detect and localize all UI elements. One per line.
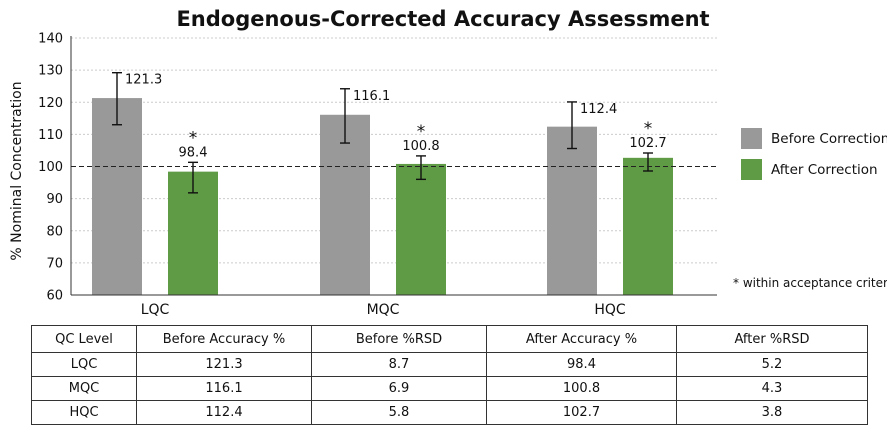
table-cell: 5.2 [676,352,868,377]
legend-label: Before Correction [771,131,887,147]
y-tick-label: 60 [46,289,63,304]
y-tick-label: 80 [46,224,63,239]
table-cell: 112.4 [136,400,312,425]
y-tick-label: 90 [46,192,63,207]
table-header-cell: Before %RSD [311,325,487,353]
table-cell: 116.1 [136,376,312,401]
table-row: MQC 116.1 6.9 100.8 4.3 [31,376,868,401]
table-cell: MQC [31,376,137,401]
data-label: 100.8 [402,139,439,154]
summary-table: QC Level Before Accuracy % Before %RSD A… [31,325,868,425]
data-label: 102.7 [629,136,666,151]
table-header-cell: After %RSD [676,325,868,353]
table-cell: 121.3 [136,352,312,377]
table-header-cell: After Accuracy % [486,325,677,353]
x-tick-label: LQC [141,302,170,318]
y-tick-label: 100 [38,160,63,175]
y-tick-label: 110 [38,128,63,143]
table-header-cell: Before Accuracy % [136,325,312,353]
chart: Endogenous-Corrected Accuracy Assessment… [9,7,887,318]
table-header-row: QC Level Before Accuracy % Before %RSD A… [31,325,868,353]
table-cell: 4.3 [676,376,868,401]
bar [320,114,370,295]
table-cell: 98.4 [486,352,677,377]
table-cell: 5.8 [311,400,487,425]
legend-swatch [741,159,762,180]
y-tick-label: 70 [46,256,63,271]
y-tick-label: 140 [38,32,63,47]
bar [623,157,673,295]
acceptance-note: * within acceptance criteria [733,276,887,290]
table-cell: HQC [31,400,137,425]
table-cell: 102.7 [486,400,677,425]
table-row: LQC 121.3 8.7 98.4 5.2 [31,352,868,377]
legend-swatch [741,128,762,149]
data-label: 112.4 [580,102,617,117]
table-row: HQC 112.4 5.8 102.7 3.8 [31,400,868,425]
bar [396,163,446,295]
table-cell: 3.8 [676,400,868,425]
table-cell: LQC [31,352,137,377]
significance-marker: * [189,128,198,148]
x-tick-label: MQC [367,302,400,318]
data-label: 116.1 [353,89,390,104]
y-tick-label: 130 [38,64,63,79]
x-tick-label: HQC [594,302,626,318]
significance-marker: * [644,119,653,139]
data-label: 121.3 [125,73,162,88]
chart-title: Endogenous-Corrected Accuracy Assessment [176,7,709,31]
table-header-cell: QC Level [31,325,137,353]
bar [92,98,142,295]
bar [547,126,597,295]
table-cell: 6.9 [311,376,487,401]
significance-marker: * [417,122,426,142]
y-tick-label: 120 [38,96,63,111]
legend-label: After Correction [771,162,878,178]
table-cell: 8.7 [311,352,487,377]
y-axis-label: % Nominal Concentration [9,81,25,260]
data-label: 98.4 [179,145,208,160]
table-cell: 100.8 [486,376,677,401]
